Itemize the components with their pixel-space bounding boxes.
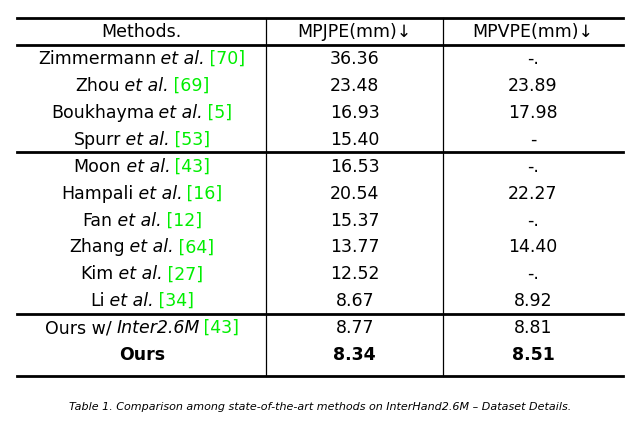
Text: 16.93: 16.93 xyxy=(330,104,380,122)
Text: et al.: et al. xyxy=(104,292,154,310)
Text: 23.48: 23.48 xyxy=(330,77,380,95)
Text: et al.: et al. xyxy=(156,50,205,68)
Text: 13.77: 13.77 xyxy=(330,238,380,256)
Text: [34]: [34] xyxy=(153,292,194,310)
Text: et al.: et al. xyxy=(120,131,170,148)
Text: et al.: et al. xyxy=(112,211,161,229)
Text: Spurr: Spurr xyxy=(74,131,121,148)
Text: et al.: et al. xyxy=(124,238,174,256)
Text: 16.53: 16.53 xyxy=(330,157,380,175)
Text: 15.40: 15.40 xyxy=(330,131,380,148)
Text: Fan: Fan xyxy=(82,211,112,229)
Text: MPJPE(mm)↓: MPJPE(mm)↓ xyxy=(298,23,412,41)
Text: [5]: [5] xyxy=(202,104,232,122)
Text: [43]: [43] xyxy=(170,157,211,175)
Text: Zhou: Zhou xyxy=(75,77,120,95)
Text: 8.51: 8.51 xyxy=(511,345,554,363)
Text: [69]: [69] xyxy=(168,77,209,95)
Text: Li: Li xyxy=(90,292,104,310)
Text: Inter2.6M: Inter2.6M xyxy=(116,318,200,336)
Text: Zhang: Zhang xyxy=(70,238,125,256)
Text: -.: -. xyxy=(527,211,539,229)
Text: 8.67: 8.67 xyxy=(335,292,374,310)
Text: et al.: et al. xyxy=(113,265,163,283)
Text: Moon: Moon xyxy=(74,157,121,175)
Text: 8.34: 8.34 xyxy=(333,345,376,363)
Text: 14.40: 14.40 xyxy=(508,238,557,256)
Text: 8.92: 8.92 xyxy=(514,292,552,310)
Text: 23.89: 23.89 xyxy=(508,77,558,95)
Text: et al.: et al. xyxy=(132,184,182,202)
Text: -.: -. xyxy=(527,265,539,283)
Text: Ours w/: Ours w/ xyxy=(45,318,117,336)
Text: et al.: et al. xyxy=(120,157,170,175)
Text: Ours: Ours xyxy=(118,345,165,363)
Text: 15.37: 15.37 xyxy=(330,211,380,229)
Text: -.: -. xyxy=(527,50,539,68)
Text: [12]: [12] xyxy=(161,211,202,229)
Text: Methods.: Methods. xyxy=(102,23,182,41)
Text: -.: -. xyxy=(527,157,539,175)
Text: 20.54: 20.54 xyxy=(330,184,380,202)
Text: MPVPE(mm)↓: MPVPE(mm)↓ xyxy=(472,23,593,41)
Text: 22.27: 22.27 xyxy=(508,184,557,202)
Text: 36.36: 36.36 xyxy=(330,50,380,68)
Text: [43]: [43] xyxy=(198,318,239,336)
Text: [27]: [27] xyxy=(163,265,204,283)
Text: 12.52: 12.52 xyxy=(330,265,380,283)
Text: et al.: et al. xyxy=(119,77,168,95)
Text: 8.81: 8.81 xyxy=(514,318,552,336)
Text: Table 1. Comparison among state-of-the-art methods on InterHand2.6M – Dataset De: Table 1. Comparison among state-of-the-a… xyxy=(69,401,571,411)
Text: 8.77: 8.77 xyxy=(335,318,374,336)
Text: et al.: et al. xyxy=(154,104,203,122)
Text: Zimmermann: Zimmermann xyxy=(39,50,157,68)
Text: Hampali: Hampali xyxy=(61,184,134,202)
Text: [16]: [16] xyxy=(182,184,223,202)
Text: 17.98: 17.98 xyxy=(508,104,558,122)
Text: Boukhayma: Boukhayma xyxy=(51,104,155,122)
Text: [70]: [70] xyxy=(204,50,245,68)
Text: [53]: [53] xyxy=(170,131,211,148)
Text: -: - xyxy=(530,131,536,148)
Text: Kim: Kim xyxy=(81,265,114,283)
Text: [64]: [64] xyxy=(173,238,214,256)
